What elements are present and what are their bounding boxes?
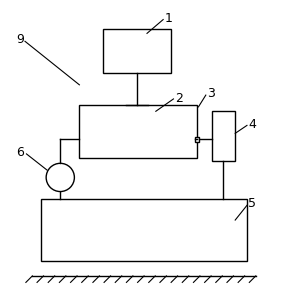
- Bar: [79, 106, 197, 158]
- Text: 3: 3: [207, 87, 215, 100]
- Bar: [195, 137, 199, 141]
- Bar: [103, 29, 171, 73]
- Text: 1: 1: [165, 12, 173, 25]
- Text: 9: 9: [16, 33, 24, 46]
- Bar: [212, 111, 235, 161]
- Text: 4: 4: [248, 118, 256, 131]
- Text: 6: 6: [16, 146, 24, 159]
- Text: 2: 2: [175, 91, 183, 105]
- Bar: [41, 199, 247, 261]
- Text: 5: 5: [248, 197, 256, 210]
